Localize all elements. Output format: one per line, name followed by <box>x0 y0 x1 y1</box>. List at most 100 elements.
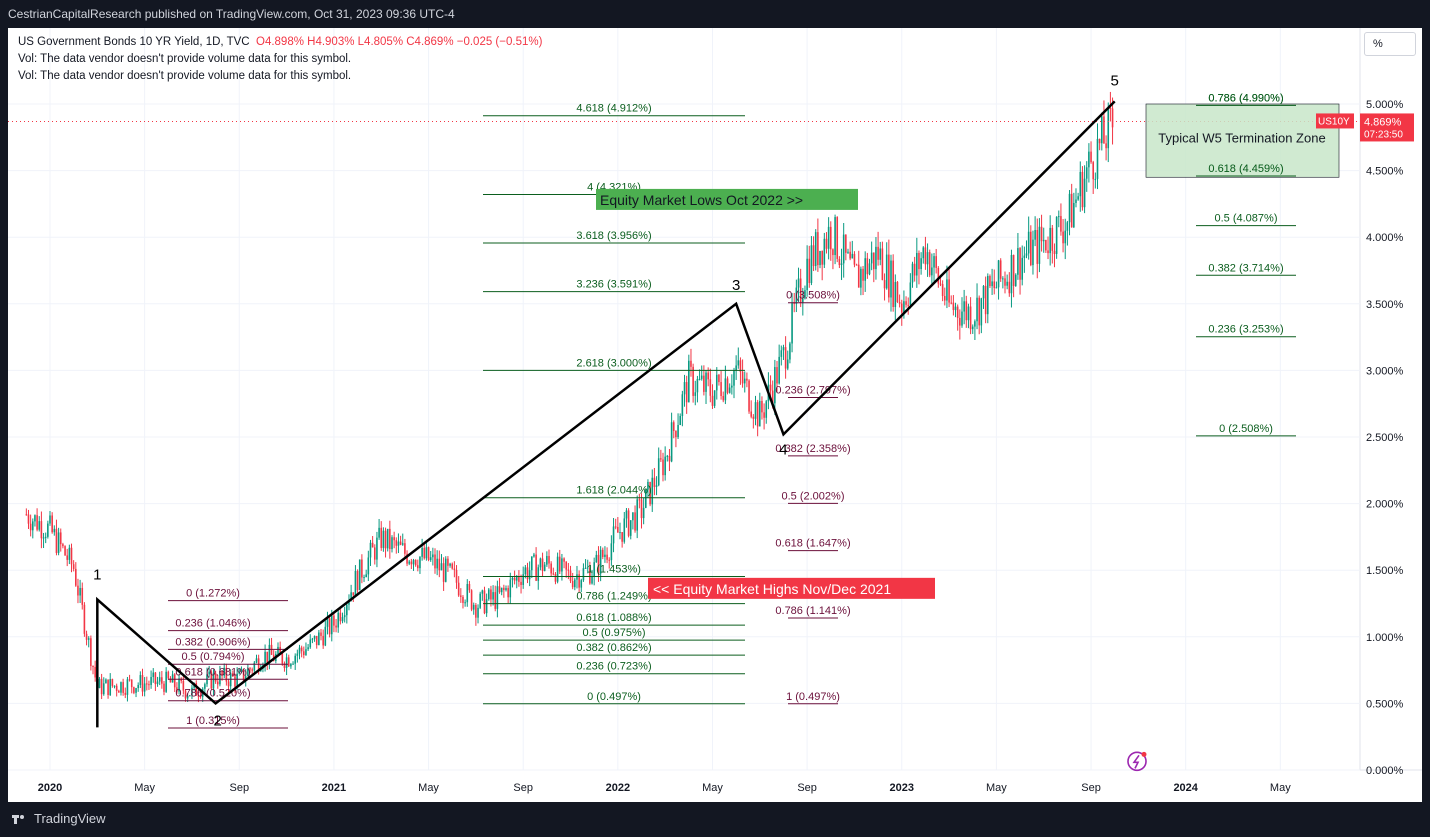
time-axis-label: Sep <box>513 782 533 794</box>
candle-body <box>1014 274 1017 286</box>
candle-body <box>500 587 503 593</box>
candle-body <box>466 584 469 603</box>
candle-body <box>877 246 879 260</box>
candle-body <box>25 514 28 516</box>
candle-body <box>937 267 940 284</box>
candle-body <box>376 537 378 560</box>
candle-body <box>849 251 851 259</box>
candle-body <box>795 287 798 304</box>
tradingview-logo[interactable]: TradingView <box>12 811 106 826</box>
candle-body <box>920 258 922 270</box>
candle-body <box>823 238 826 265</box>
candle-body <box>126 679 129 695</box>
candle-body <box>326 618 329 627</box>
candle-body <box>791 302 793 344</box>
symbol-title[interactable]: US Government Bonds 10 YR Yield, 1D, TVC <box>18 36 250 48</box>
candle-body <box>1006 281 1008 286</box>
candle-body <box>380 527 383 548</box>
candle-body <box>468 584 471 591</box>
candle-body <box>141 675 144 692</box>
candle-body <box>57 532 60 553</box>
candle-body <box>255 658 258 663</box>
candle-body <box>161 677 163 684</box>
candle-body <box>924 247 927 265</box>
candle-body <box>847 251 849 253</box>
candle-body <box>997 260 1000 288</box>
candle-body <box>900 303 903 313</box>
candle-body <box>165 671 167 692</box>
fib-level-label: 2.618 (3.000%) <box>576 357 651 369</box>
candle-body <box>105 679 107 684</box>
candle-body <box>550 563 552 574</box>
candle-body <box>1085 167 1088 179</box>
candle-body <box>601 549 604 557</box>
candle-body <box>926 252 929 265</box>
candle-body <box>769 384 772 391</box>
candle-body <box>221 670 223 676</box>
time-axis-label: May <box>418 782 439 794</box>
price-axis-label: 4.000% <box>1366 232 1404 244</box>
candle-body <box>47 523 49 537</box>
candle-body <box>186 695 189 699</box>
candle-body <box>62 544 64 547</box>
candle-body <box>515 576 518 581</box>
candle-body <box>1019 248 1021 280</box>
candle-body <box>853 253 856 265</box>
candle-body <box>946 279 948 301</box>
candle-body <box>358 559 361 591</box>
candle-body <box>490 589 492 600</box>
candle-body <box>40 521 43 539</box>
chart-panel[interactable]: 5.000% 4.500% 4.000% 3.500% 3.000% 2.500% 2.00… <box>8 28 1422 802</box>
candle-body <box>842 234 845 264</box>
last-value-label: 4.869% <box>1364 116 1402 128</box>
candle-body <box>1100 116 1103 144</box>
candle-body <box>780 350 783 357</box>
candle-body <box>569 570 572 581</box>
candle-body <box>554 574 557 582</box>
candle-body <box>995 287 998 289</box>
candle-body <box>322 635 324 646</box>
candle-body <box>195 683 198 696</box>
candle-body <box>423 547 426 559</box>
percent-scale-button[interactable]: % <box>1364 32 1416 56</box>
candle-body <box>709 379 712 396</box>
candle-body <box>1055 216 1058 254</box>
price-chart[interactable]: 5.000% 4.500% 4.000% 3.500% 3.000% 2.500% 2.00… <box>8 28 1422 802</box>
candle-body <box>408 561 411 564</box>
fib-level-label: 0 (3.508%) <box>786 290 840 302</box>
candle-body <box>148 684 150 686</box>
candle-body <box>651 477 654 505</box>
candle-body <box>952 302 955 311</box>
candle-body <box>55 528 58 553</box>
candle-body <box>343 615 346 618</box>
time-axis-label: Sep <box>229 782 249 794</box>
candle-body <box>399 541 402 545</box>
candle-body <box>292 663 294 665</box>
candle-body <box>855 264 858 266</box>
candle-body <box>789 343 791 360</box>
fib-level-label: 0.5 (4.087%) <box>1215 213 1278 225</box>
last-value-box <box>1360 113 1414 142</box>
candle-body <box>918 252 920 270</box>
candle-body <box>810 245 813 284</box>
fib-level-label: 0.382 (0.906%) <box>175 636 250 648</box>
candle-body <box>34 515 36 522</box>
equity-lows-box <box>596 188 858 210</box>
candle-body <box>896 282 899 303</box>
candle-body <box>969 306 972 330</box>
candle-body <box>253 662 256 671</box>
candle-body <box>212 673 215 689</box>
candle-body <box>728 387 731 393</box>
candle-body <box>352 592 355 596</box>
candle-body <box>1042 239 1045 242</box>
candle-body <box>38 521 41 530</box>
candle-body <box>668 455 671 462</box>
candle-body <box>713 390 716 406</box>
candle-body <box>90 638 92 667</box>
candle-body <box>1047 250 1049 254</box>
candle-body <box>313 635 316 639</box>
tradingview-icon <box>12 813 28 825</box>
candle-body <box>373 547 376 560</box>
legend: US Government Bonds 10 YR Yield, 1D, TVC… <box>18 34 542 85</box>
candle-body <box>462 596 464 603</box>
